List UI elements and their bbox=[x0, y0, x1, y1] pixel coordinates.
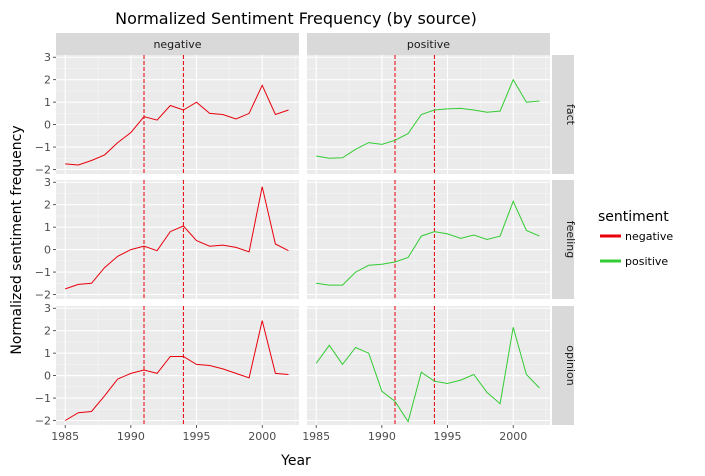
x-tick-label: 1985 bbox=[302, 430, 330, 443]
legend-title: sentiment bbox=[598, 209, 669, 225]
panel-background bbox=[56, 55, 299, 174]
x-tick-label: 1995 bbox=[183, 430, 211, 443]
y-axis-title: Normalized sentiment frequency bbox=[9, 125, 25, 354]
x-tick-label: 1990 bbox=[368, 430, 396, 443]
x-tick-label: 2000 bbox=[248, 430, 276, 443]
series-line-positive-fact bbox=[316, 78, 540, 159]
y-tick-label: 0 bbox=[44, 244, 51, 257]
legend-label-positive: positive bbox=[625, 255, 668, 268]
facet-grid: negative positive fact feeling opinion −2 −1 0 1… bbox=[35, 33, 577, 443]
y-tick-label: 3 bbox=[44, 302, 51, 315]
facet-strip-feeling bbox=[552, 180, 574, 299]
y-tick-label: −1 bbox=[35, 141, 51, 154]
facet-strip-positive bbox=[307, 33, 550, 55]
series-line-positive-opinion bbox=[315, 327, 540, 423]
y-tick-label: −2 bbox=[35, 415, 51, 428]
panel-negative-fact bbox=[56, 55, 299, 174]
series-line-positive-feeling bbox=[316, 199, 540, 286]
panel-positive-opinion bbox=[307, 306, 550, 425]
panel-background bbox=[56, 180, 299, 299]
y-tick-label: 3 bbox=[44, 176, 51, 189]
facet-row-label: fact bbox=[564, 104, 577, 126]
y-tick-label: 0 bbox=[44, 370, 51, 383]
y-tick-label: 0 bbox=[44, 119, 51, 132]
facet-row-label: feeling bbox=[564, 221, 577, 258]
y-tick-label: 2 bbox=[44, 74, 51, 87]
chart-title: Normalized Sentiment Frequency (by sourc… bbox=[115, 9, 477, 28]
y-tick-label: −1 bbox=[35, 266, 51, 279]
legend: sentiment negative positive bbox=[598, 209, 673, 268]
facet-strip-label: positive bbox=[407, 38, 450, 51]
x-axis-title: Year bbox=[280, 453, 311, 469]
panel-positive-fact bbox=[307, 55, 550, 174]
panel-background bbox=[307, 180, 550, 299]
facet-row-label: opinion bbox=[564, 345, 577, 386]
series-line-negative-feeling bbox=[65, 186, 289, 290]
x-tick-label: 1995 bbox=[434, 430, 462, 443]
y-tick-label: 2 bbox=[44, 199, 51, 212]
x-tick-label: 1990 bbox=[117, 430, 145, 443]
facet-strip-fact bbox=[552, 55, 574, 174]
y-tick-label: −1 bbox=[35, 392, 51, 405]
facet-strip-label: negative bbox=[153, 38, 201, 51]
x-tick-label: 2000 bbox=[499, 430, 527, 443]
y-tick-label: 1 bbox=[44, 221, 51, 234]
y-tick-label: 1 bbox=[44, 96, 51, 109]
facet-strip-negative bbox=[56, 33, 299, 55]
y-tick-label: 3 bbox=[44, 51, 51, 64]
panel-negative-opinion bbox=[56, 306, 299, 425]
facet-strip-opinion bbox=[552, 306, 574, 425]
y-tick-label: 2 bbox=[44, 325, 51, 338]
y-tick-label: 1 bbox=[44, 347, 51, 360]
legend-label-negative: negative bbox=[625, 230, 673, 243]
panel-background bbox=[307, 306, 550, 425]
panel-positive-feeling bbox=[307, 180, 550, 299]
panel-negative-feeling bbox=[56, 180, 299, 299]
series-line-negative-opinion bbox=[64, 320, 289, 421]
series-line-negative-fact bbox=[65, 84, 289, 166]
y-tick-label: −2 bbox=[35, 289, 51, 302]
y-tick-label: −2 bbox=[35, 164, 51, 177]
x-tick-label: 1985 bbox=[51, 430, 79, 443]
